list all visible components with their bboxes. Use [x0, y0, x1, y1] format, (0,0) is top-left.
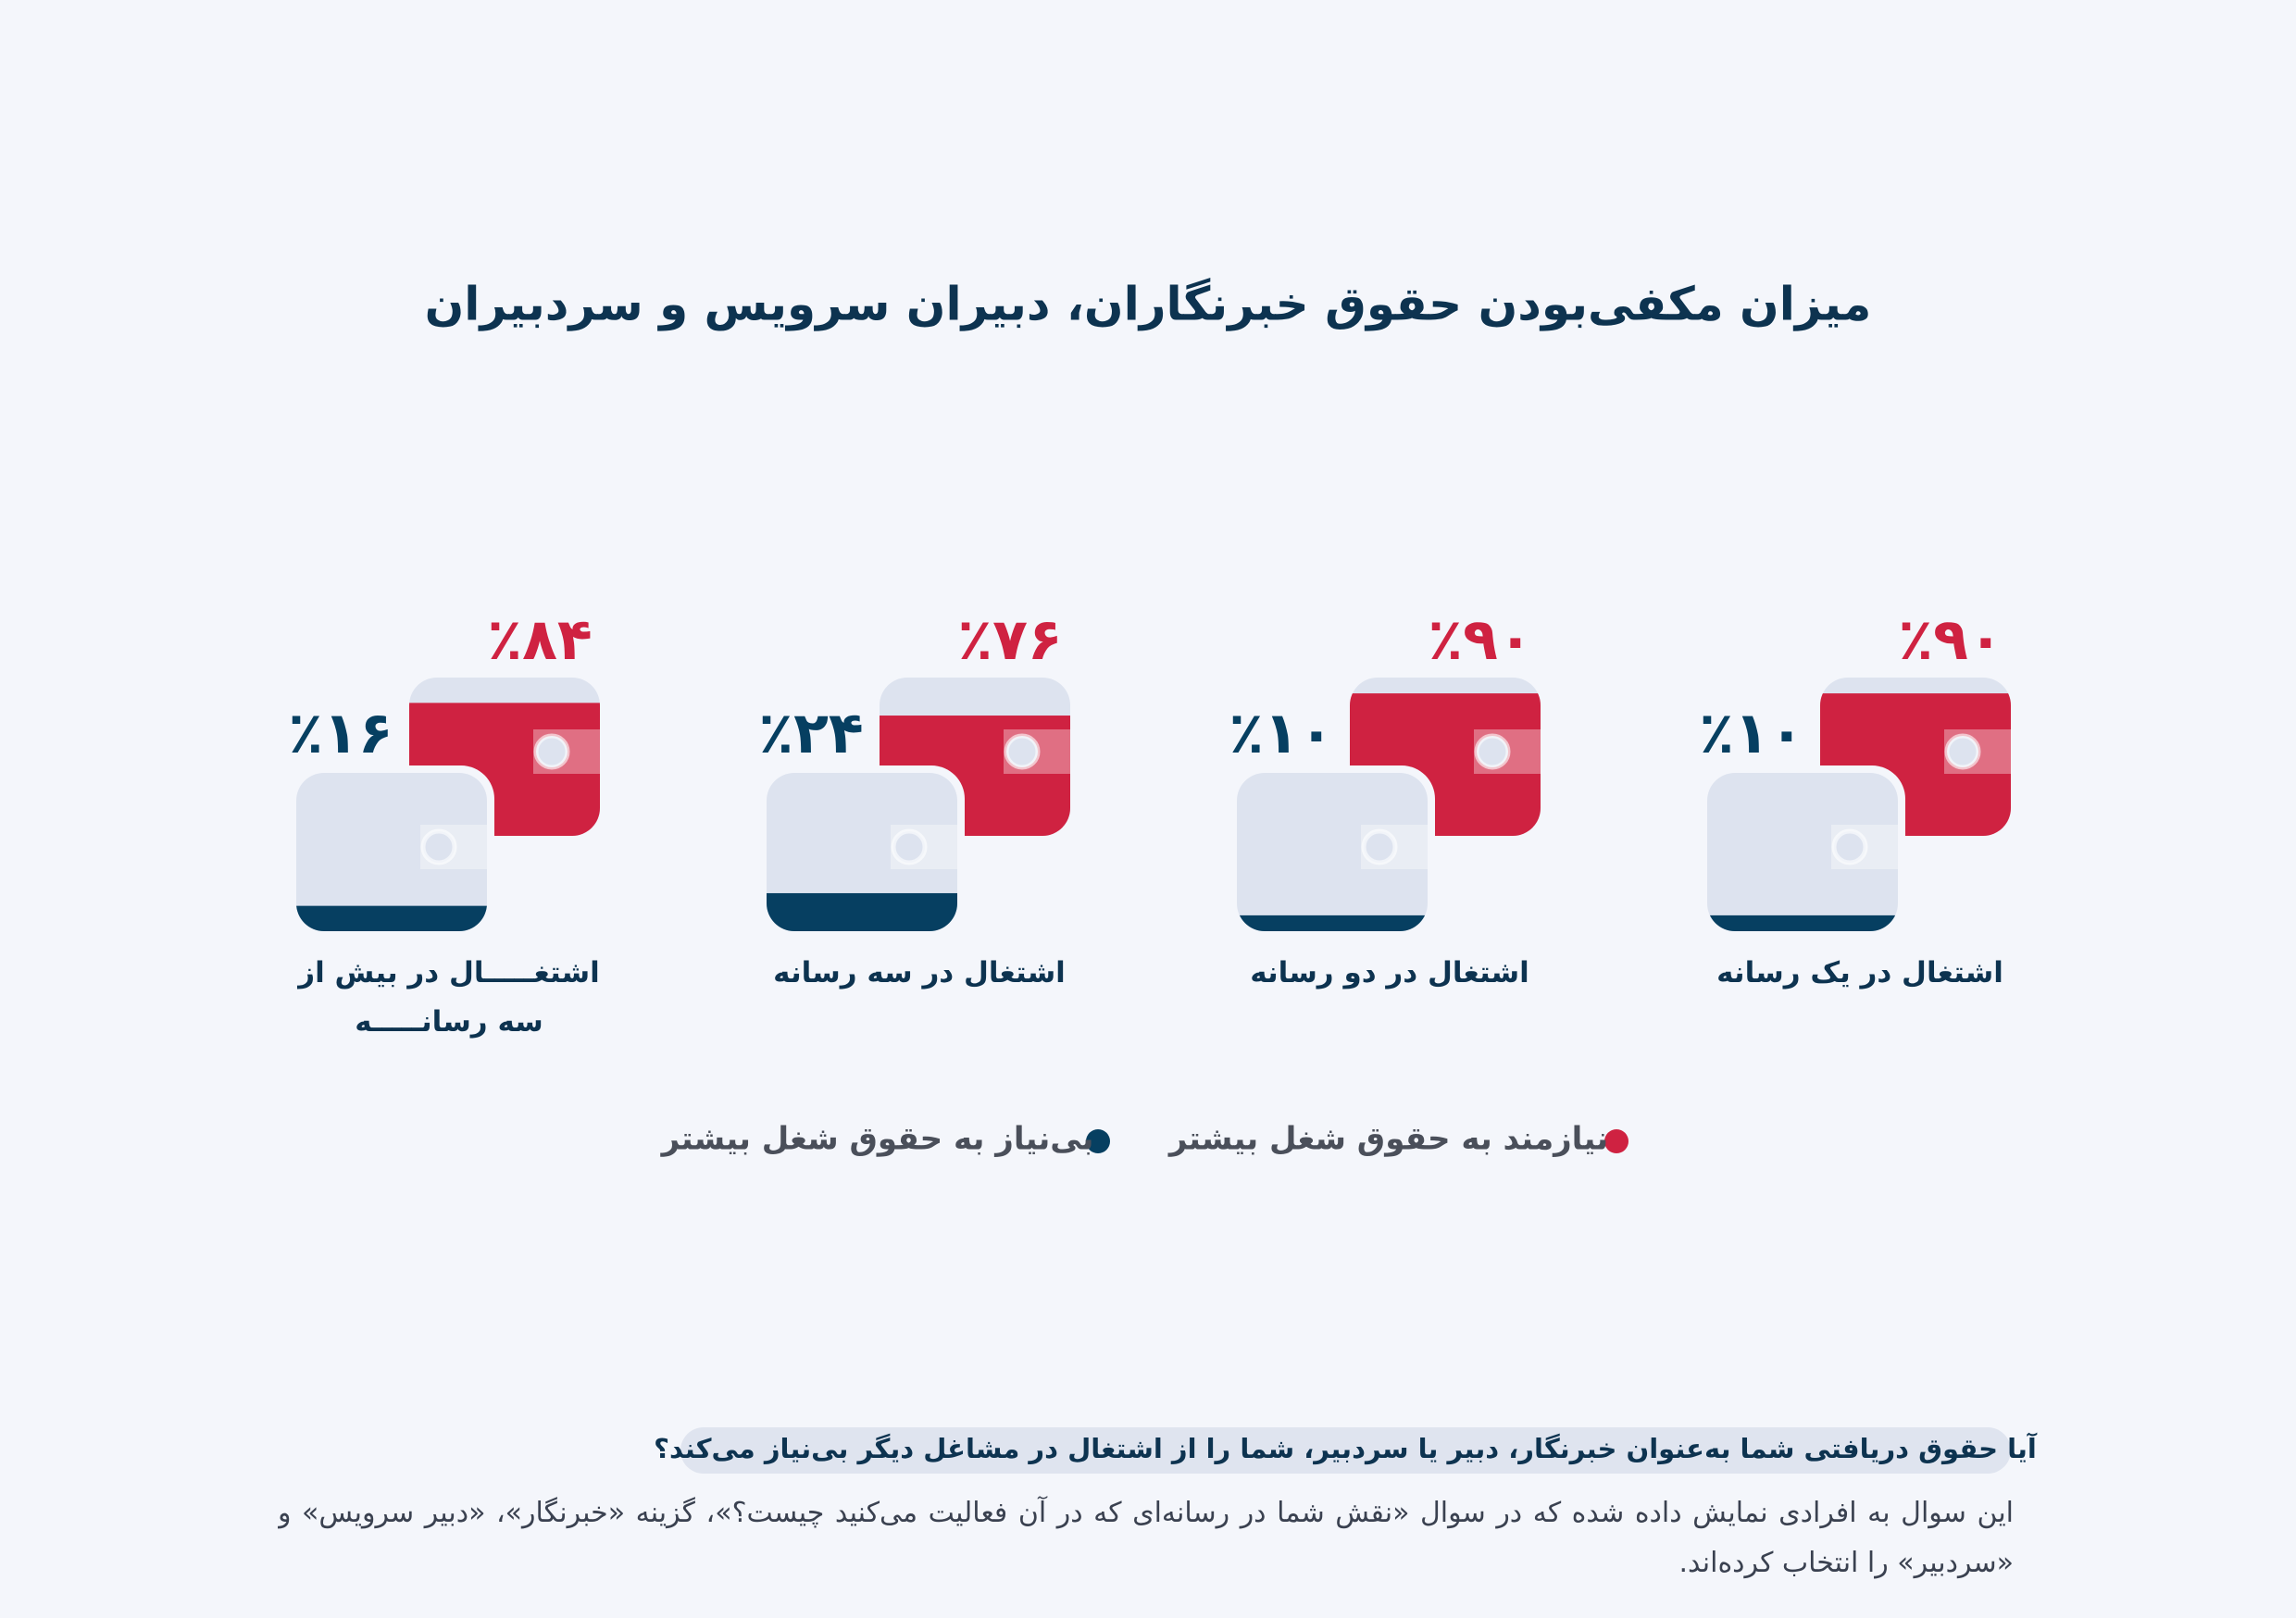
- wallet-fill: [1707, 915, 1898, 931]
- value-label: ٪۸۴: [487, 605, 593, 673]
- value-label: ٪۱۰: [1699, 699, 1804, 766]
- category-label: اشتغال در سه رسانه: [773, 956, 1066, 989]
- wallet-fill: [767, 892, 957, 931]
- wallet-fill: [1237, 915, 1428, 931]
- question: آیا حقوق دریافتی شما به‌عنوان خبرنگار، د…: [654, 1432, 2038, 1464]
- question-box: [680, 1427, 2011, 1474]
- wallet-body: [296, 773, 487, 931]
- wallet-button: [1361, 828, 1398, 865]
- wallet-button: [891, 828, 928, 865]
- wallet-button: [1944, 733, 1981, 770]
- legend-label: بی‌نیاز به حقوق شغل بیشتر: [660, 1121, 1094, 1158]
- wallet-button: [420, 828, 457, 865]
- category-box: اشتغال در دو رسانه: [1250, 956, 1529, 989]
- description-box: این سوال به افرادی نمایش داده شده که در …: [278, 1497, 2014, 1579]
- category-label: اشتغال در دو رسانه: [1250, 956, 1529, 989]
- wallet-body: [1707, 773, 1898, 931]
- wallet-fill: [296, 905, 487, 931]
- wallets: ٪۹۰ ٪۱۰ اشتغال در یک رسانه ٪۹۰ ٪۱۰ اشتغال در …: [288, 605, 2018, 1158]
- category-box: اشتغـــــال در بیش از سه رسانـــــه: [298, 956, 600, 1039]
- wallet-button: [1474, 733, 1511, 770]
- category-box: اشتغال در سه رسانه: [773, 956, 1066, 989]
- value-label: ٪۱۶: [288, 699, 393, 766]
- value-label: ٪۷۶: [957, 605, 1063, 673]
- chart-title: میزان مکفی‌بودن حقوق خبرنگاران، دبیران س…: [425, 278, 1872, 332]
- legend-marker: [1086, 1129, 1110, 1153]
- category-box: اشتغال در یک رسانه: [1716, 956, 2003, 989]
- description: این سوال به افرادی نمایش داده شده که در …: [278, 1497, 2014, 1579]
- wallet-body: [1237, 773, 1428, 931]
- value-label: ٪۹۰: [1428, 605, 1533, 673]
- legend-marker: [1604, 1129, 1628, 1153]
- value-label: ٪۹۰: [1898, 605, 2003, 673]
- category-label: اشتغـــــال در بیش از سه رسانـــــه: [298, 956, 600, 1039]
- wallet-button: [1831, 828, 1868, 865]
- wallet-button: [533, 733, 570, 770]
- category-label: اشتغال در یک رسانه: [1716, 956, 2003, 989]
- wallet-body: [767, 773, 957, 931]
- legend-label: نیازمند به حقوق شغل بیشتر: [1167, 1121, 1608, 1158]
- value-label: ٪۲۴: [758, 699, 864, 766]
- wallet-button: [1004, 733, 1041, 770]
- value-label: ٪۱۰: [1229, 699, 1334, 766]
